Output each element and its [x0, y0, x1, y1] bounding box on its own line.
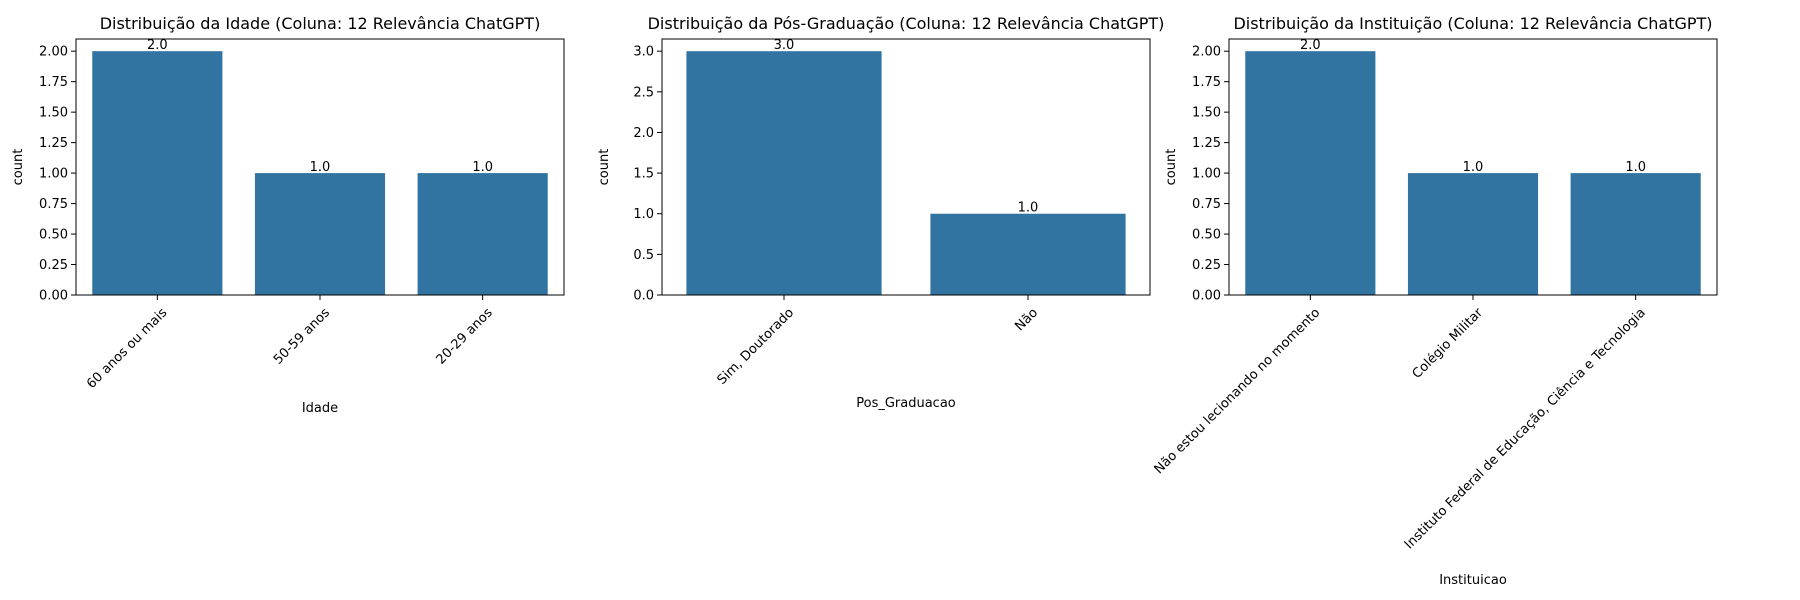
x-axis-label: Instituicao	[1439, 573, 1507, 588]
x-tick-label: Não estou lecionando no momento	[1152, 305, 1324, 477]
chart-title: Distribuição da Pós-Graduação (Coluna: 1…	[648, 14, 1165, 33]
y-axis-label: count	[11, 149, 26, 186]
y-tick-label: 2.00	[1192, 45, 1221, 60]
bar-3	[417, 173, 548, 295]
chart-panel-1: 2.0 1.0 1.0 0.00 0.25 0.50 0.75 1.00 1.25 1.50 1.7…	[11, 14, 565, 416]
y-tick-label: 1.25	[39, 136, 68, 151]
bar-2	[1407, 173, 1539, 295]
y-tick-label: 0.50	[39, 228, 68, 243]
x-tick-label: Sim, Doutorado	[715, 305, 797, 387]
y-tick-label: 0.5	[633, 248, 654, 263]
y-tick-label: 1.75	[39, 75, 68, 90]
x-tick-label: Colégio Militar	[1410, 305, 1487, 382]
x-tick-label: Não	[1012, 305, 1041, 334]
bar-value-label: 2.0	[147, 38, 168, 53]
x-axis-label: Pos_Graduacao	[856, 396, 956, 411]
bar-value-label: 1.0	[1018, 201, 1039, 216]
chart-panel-3: 2.0 1.0 1.0 0.00 0.25 0.50 0.75 1.00 1.25 1.50 1.7…	[1152, 14, 1718, 588]
y-tick-label: 0.00	[1192, 289, 1221, 304]
y-tick-label: 2.00	[39, 45, 68, 60]
x-tick-label: 20-29 anos	[434, 305, 496, 367]
bar-1	[686, 51, 882, 295]
y-tick-label: 0.00	[39, 289, 68, 304]
bar-value-label: 3.0	[774, 38, 795, 53]
y-tick-label: 2.5	[633, 85, 654, 100]
x-axis-label: Idade	[302, 401, 338, 416]
y-tick-label: 1.25	[1192, 136, 1221, 151]
bar-3	[1570, 173, 1701, 295]
bar-1	[92, 51, 223, 295]
bar-1	[1245, 51, 1376, 295]
y-tick-label: 1.50	[1192, 106, 1221, 121]
y-tick-label: 2.0	[633, 126, 654, 141]
y-tick-label: 1.00	[1192, 167, 1221, 182]
y-tick-label: 0.50	[1192, 228, 1221, 243]
y-tick-label: 0.75	[39, 197, 68, 212]
bar-value-label: 1.0	[472, 160, 493, 175]
y-tick-label: 1.50	[39, 106, 68, 121]
y-tick-label: 0.0	[633, 289, 654, 304]
y-tick-label: 1.0	[633, 207, 654, 222]
y-tick-label: 0.25	[39, 258, 68, 273]
bar-2	[254, 173, 386, 295]
y-tick-label: 0.25	[1192, 258, 1221, 273]
y-axis-label: count	[1164, 149, 1179, 186]
y-tick-label: 1.75	[1192, 75, 1221, 90]
chart-panel-2: 3.0 1.0 0.0 0.5 1.0 1.5 2.0 2.5 3.0 Sim, Doutorad…	[597, 14, 1164, 411]
chart-title: Distribuição da Idade (Coluna: 12 Relevâ…	[100, 14, 541, 33]
bar-value-label: 1.0	[310, 160, 331, 175]
x-tick-label: 50-59 anos	[271, 305, 333, 367]
y-tick-label: 1.5	[633, 167, 654, 182]
bar-value-label: 1.0	[1463, 160, 1484, 175]
y-axis-label: count	[597, 149, 612, 186]
axes-frame	[661, 38, 1151, 296]
y-tick-label: 3.0	[633, 45, 654, 60]
bar-value-label: 1.0	[1625, 160, 1646, 175]
chart-title: Distribuição da Instituição (Coluna: 12 …	[1233, 14, 1712, 33]
bar-value-label: 2.0	[1300, 38, 1321, 53]
x-tick-label: 60 anos ou mais	[84, 305, 170, 391]
y-tick-label: 1.00	[39, 167, 68, 182]
y-tick-label: 0.75	[1192, 197, 1221, 212]
bar-2	[930, 213, 1126, 295]
